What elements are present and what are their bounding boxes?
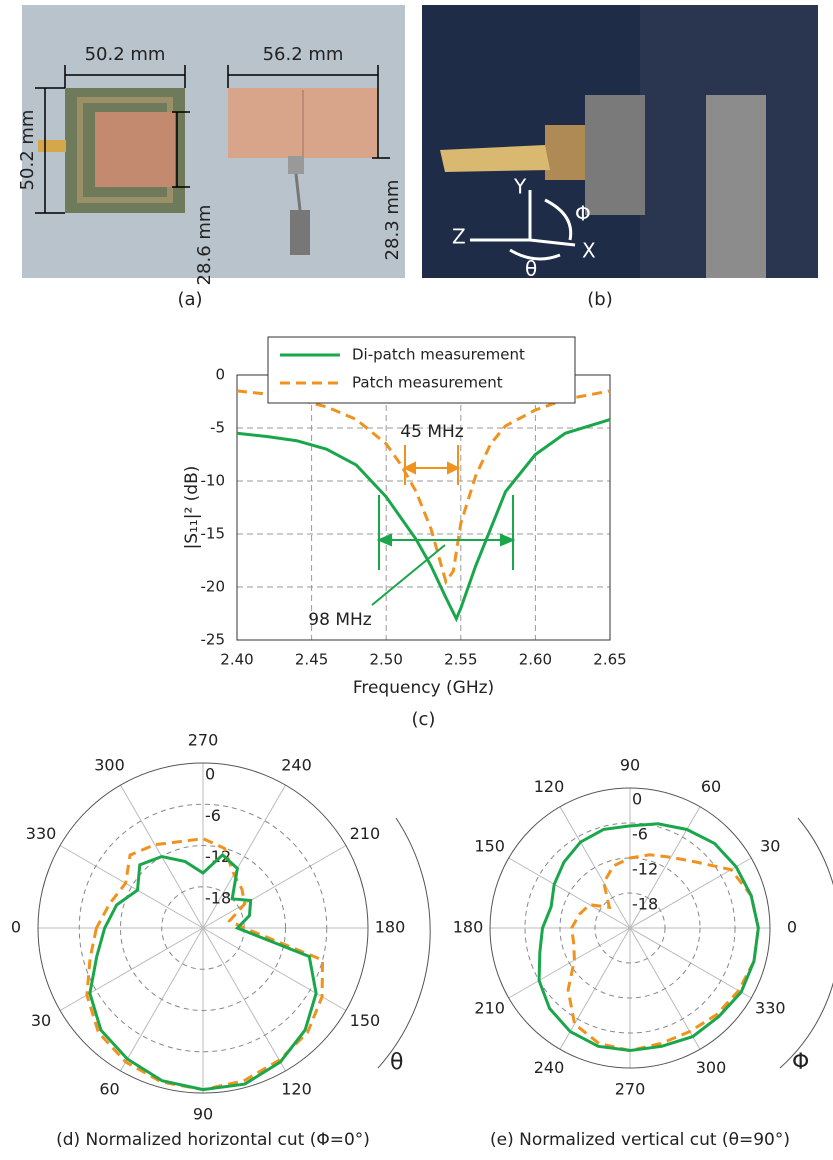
angle-tick-label: 240 (534, 1058, 565, 1077)
r-tick-label: -18 (632, 895, 658, 914)
radial-grid-line (203, 928, 286, 1071)
x-tick-label: 2.50 (369, 651, 402, 669)
y-tick-label: -10 (201, 472, 226, 490)
axis-label: Y (513, 175, 527, 199)
x-tick-label: 2.45 (295, 651, 328, 669)
axis-label: Z (452, 225, 466, 249)
angle-tick-label: 330 (755, 999, 786, 1018)
angle-tick-label: 180 (375, 918, 406, 937)
photo-b: Y Φ Z X θ (b) (422, 5, 818, 310)
angle-tick-label: 270 (188, 731, 219, 750)
angle-tick-label: 210 (474, 999, 505, 1018)
rotation-arrow (378, 818, 430, 1068)
page: 50.2 mm 56.2 mm 50.2 mm 28.6 mm 28.3 mm … (0, 0, 833, 1160)
rotation-label: θ (390, 1050, 403, 1075)
r-tick-label: 0 (205, 765, 215, 784)
angle-tick-label: 330 (26, 824, 57, 843)
caption: (e) Normalized vertical cut (θ=90°) (490, 1130, 790, 1150)
annotation: 45 MHz (400, 422, 463, 442)
y-tick-label: -15 (201, 525, 226, 543)
r-tick-label: -6 (205, 806, 221, 825)
angle-tick-label: 300 (696, 1058, 727, 1077)
figure: 50.2 mm 56.2 mm 50.2 mm 28.6 mm 28.3 mm … (0, 0, 833, 1160)
angle-tick-label: 300 (94, 756, 125, 775)
antenna (545, 125, 585, 180)
angle-tick-label: 180 (453, 918, 484, 937)
axis-label: X (582, 239, 596, 263)
copper (95, 112, 175, 187)
x-tick-label: 2.65 (593, 651, 626, 669)
angle-tick-label: 60 (99, 1079, 119, 1098)
dimension-label: 28.6 mm (194, 205, 215, 286)
r-tick-label: 0 (632, 790, 642, 809)
angle-tick-label: 270 (615, 1080, 646, 1099)
absorber (585, 95, 645, 215)
annotation: 98 MHz (308, 610, 371, 630)
angle-tick-label: 30 (760, 837, 780, 856)
angle-tick-label: 120 (281, 1079, 312, 1098)
radial-grid-line (60, 928, 203, 1011)
x-tick-label: 2.55 (444, 651, 477, 669)
dimension-label: 50.2 mm (85, 44, 166, 65)
angle-tick-label: 150 (474, 837, 505, 856)
angle-tick-label: 90 (620, 756, 640, 775)
legend-label: Di-patch measurement (352, 346, 525, 364)
caption: (c) (412, 709, 436, 730)
x-tick-label: 2.40 (220, 651, 253, 669)
y-axis-label: |S₁₁|² (dB) (182, 466, 202, 550)
radial-grid-line (203, 928, 346, 1011)
angle-tick-label: 210 (350, 824, 381, 843)
rotation-arrow (780, 818, 833, 1068)
r-tick-label: -18 (205, 888, 231, 907)
angle-tick-label: 90 (193, 1105, 213, 1124)
caption: (b) (587, 289, 612, 310)
dimension-label: 56.2 mm (263, 44, 344, 65)
rotation-label: Φ (792, 1050, 809, 1075)
caption: (a) (177, 289, 202, 310)
axis-label: θ (525, 257, 537, 281)
dimension-label: 28.3 mm (382, 180, 403, 261)
pattern-line (568, 855, 758, 1051)
angle-tick-label: 60 (701, 777, 721, 796)
plot-area (237, 375, 610, 640)
dimension-label: 50.2 mm (17, 110, 38, 191)
angle-tick-label: 0 (11, 918, 21, 937)
r-tick-label: -12 (205, 847, 231, 866)
legend-label: Patch measurement (352, 374, 503, 392)
r-tick-label: -6 (632, 825, 648, 844)
x-axis-label: Frequency (GHz) (353, 678, 494, 698)
y-tick-label: -5 (210, 419, 225, 437)
connector (290, 210, 310, 255)
x-tick-label: 2.60 (519, 651, 552, 669)
connector (38, 140, 66, 152)
axis-label: Φ (575, 202, 591, 226)
angle-tick-label: 120 (534, 777, 565, 796)
photo-a: 50.2 mm 56.2 mm 50.2 mm 28.6 mm 28.3 mm … (17, 5, 405, 310)
r-tick-label: -12 (632, 860, 658, 879)
caption: (d) Normalized horizontal cut (Φ=0°) (56, 1130, 370, 1150)
y-tick-label: -25 (201, 631, 226, 649)
feed (288, 156, 304, 174)
angle-tick-label: 0 (787, 918, 797, 937)
y-tick-label: -20 (201, 578, 226, 596)
y-tick-label: 0 (215, 366, 225, 384)
angle-tick-label: 240 (281, 756, 312, 775)
positioner (706, 95, 766, 278)
angle-tick-label: 150 (350, 1011, 381, 1030)
angle-tick-label: 30 (31, 1011, 51, 1030)
